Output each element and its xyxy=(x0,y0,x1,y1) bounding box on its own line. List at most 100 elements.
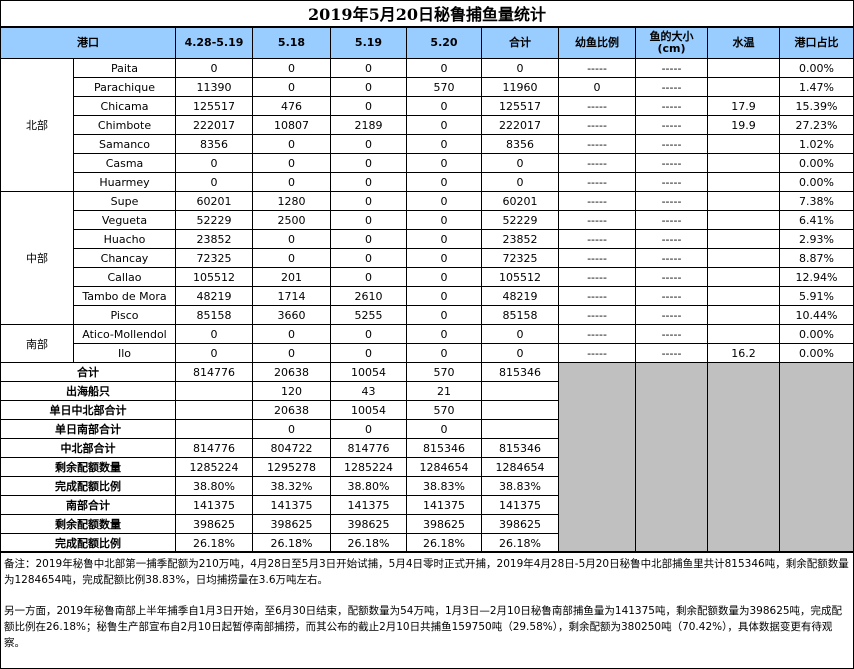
cell-c2: 201 xyxy=(252,267,331,287)
cell-c2: 398625 xyxy=(252,514,331,534)
cell-c1 xyxy=(175,381,253,401)
region-label: 北部 xyxy=(0,58,74,192)
cell-share: 0.00% xyxy=(779,58,854,78)
cell-c3: 0 xyxy=(330,210,407,230)
cell-c1: 26.18% xyxy=(175,533,253,553)
cell-share: 0.00% xyxy=(779,153,854,173)
cell-c3: 0 xyxy=(330,153,407,173)
cell-c4: 0 xyxy=(406,96,482,116)
cell-total: 0 xyxy=(481,153,559,173)
cell-c3: 0 xyxy=(330,324,407,344)
port-name: Chancay xyxy=(73,248,176,268)
cell-c1 xyxy=(175,419,253,439)
cell-c4: 1284654 xyxy=(406,457,482,477)
cell-c4: 0 xyxy=(406,58,482,78)
cell-juv: ----- xyxy=(558,58,636,78)
cell-size: ----- xyxy=(635,324,708,344)
cell-size: ----- xyxy=(635,58,708,78)
summary-row: 剩余配额数量 1285224 1295278 1285224 1284654 128465… xyxy=(0,457,854,477)
table-row: Samanco 8356 0 0 0 8356 ----- ----- 1.02% xyxy=(1,134,854,154)
summary-label: 剩余配额数量 xyxy=(0,514,176,534)
cell-c3: 38.80% xyxy=(330,476,407,496)
cell-c2: 141375 xyxy=(252,495,331,515)
header-row: 港口 4.28-5.19 5.18 5.19 5.20 合计 幼鱼比例 鱼的大小 (cm) 水温… xyxy=(0,27,854,59)
cell-c2: 0 xyxy=(252,134,331,154)
cell-share: 27.23% xyxy=(779,115,854,135)
cell-c3: 398625 xyxy=(330,514,407,534)
table-row: Tambo de Mora 48219 1714 2610 0 48219 ----- ---… xyxy=(1,286,854,306)
cell-size: ----- xyxy=(635,286,708,306)
cell-total: 0 xyxy=(481,58,559,78)
cell-c2: 2500 xyxy=(252,210,331,230)
cell-c2: 1280 xyxy=(252,191,331,211)
summary-label: 完成配额比例 xyxy=(0,533,176,553)
cell-temp xyxy=(707,77,780,97)
cell-juv: ----- xyxy=(558,115,636,135)
cell-c2: 0 xyxy=(252,343,331,363)
cell-c2: 0 xyxy=(252,77,331,97)
cell-temp xyxy=(707,305,780,325)
cell-temp xyxy=(707,286,780,306)
cell-share: 10.44% xyxy=(779,305,854,325)
cell-c3: 5255 xyxy=(330,305,407,325)
port-name: Supe xyxy=(73,191,176,211)
cell-c1: 1285224 xyxy=(175,457,253,477)
cell-size: ----- xyxy=(635,210,708,230)
cell-size: ----- xyxy=(635,267,708,287)
table-row: Vegueta 52229 2500 0 0 52229 ----- ----- 6.41% xyxy=(1,210,854,230)
cell-c3: 10054 xyxy=(330,400,407,420)
cell-c4: 0 xyxy=(406,286,482,306)
column-header: 合计 xyxy=(481,27,559,59)
cell-juv: ----- xyxy=(558,229,636,249)
cell-temp: 19.9 xyxy=(707,115,780,135)
cell-juv: ----- xyxy=(558,210,636,230)
summary-label: 剩余配额数量 xyxy=(0,457,176,477)
cell-total: 60201 xyxy=(481,191,559,211)
note-paragraph-2: 另一方面，2019年秘鲁南部上半年捕季自1月3日开始，至6月30日结束，配额数量… xyxy=(4,605,843,649)
cell-c4: 0 xyxy=(406,267,482,287)
page-title: 2019年5月20日秘鲁捕鱼量统计 xyxy=(0,0,854,27)
cell-c4: 38.83% xyxy=(406,476,482,496)
cell-size: ----- xyxy=(635,191,708,211)
cell-temp xyxy=(707,324,780,344)
port-name: Vegueta xyxy=(73,210,176,230)
cell-c4: 570 xyxy=(406,77,482,97)
column-header: 5.19 xyxy=(330,27,407,59)
cell-total: 398625 xyxy=(481,514,559,534)
cell-c1: 398625 xyxy=(175,514,253,534)
cell-juv: ----- xyxy=(558,248,636,268)
port-name: Casma xyxy=(73,153,176,173)
summary-row: 出海船只 120 43 21 xyxy=(0,381,854,401)
cell-c3: 0 xyxy=(330,248,407,268)
column-header: 港口 xyxy=(0,27,176,59)
cell-total: 141375 xyxy=(481,495,559,515)
cell-total: 0 xyxy=(481,324,559,344)
table-row: Chancay 72325 0 0 0 72325 ----- ----- 8.87% xyxy=(1,248,854,268)
cell-c1: 85158 xyxy=(175,305,253,325)
cell-size: ----- xyxy=(635,77,708,97)
cell-c1: 141375 xyxy=(175,495,253,515)
cell-c1: 8356 xyxy=(175,134,253,154)
cell-c1: 11390 xyxy=(175,77,253,97)
gray-cell xyxy=(707,362,780,553)
cell-juv: ----- xyxy=(558,286,636,306)
table-row: Huacho 23852 0 0 0 23852 ----- ----- 2.93% xyxy=(1,229,854,249)
table-row: 南部 Atico-Mollendol 0 0 0 0 0 ----- ----- 0.00% xyxy=(0,324,854,363)
cell-total: 48219 xyxy=(481,286,559,306)
cell-total: 0 xyxy=(481,172,559,192)
table-row: Casma 0 0 0 0 0 ----- ----- 0.00% xyxy=(1,153,854,173)
gray-cell xyxy=(779,362,854,553)
cell-c2: 0 xyxy=(252,324,331,344)
cell-size: ----- xyxy=(635,96,708,116)
cell-juv: ----- xyxy=(558,153,636,173)
cell-c1: 0 xyxy=(175,153,253,173)
cell-c3: 0 xyxy=(330,229,407,249)
note-paragraph-1: 备注：2019年秘鲁中北部第一捕季配额为210万吨，4月28日至5月3日开始试捕… xyxy=(4,558,849,586)
cell-total: 52229 xyxy=(481,210,559,230)
cell-c3: 0 xyxy=(330,134,407,154)
cell-c3: 0 xyxy=(330,191,407,211)
table-row: Ilo 0 0 0 0 0 ----- ----- 16.2 0.00% xyxy=(1,343,854,363)
cell-temp: 16.2 xyxy=(707,343,780,363)
cell-c4: 0 xyxy=(406,134,482,154)
cell-c1: 60201 xyxy=(175,191,253,211)
